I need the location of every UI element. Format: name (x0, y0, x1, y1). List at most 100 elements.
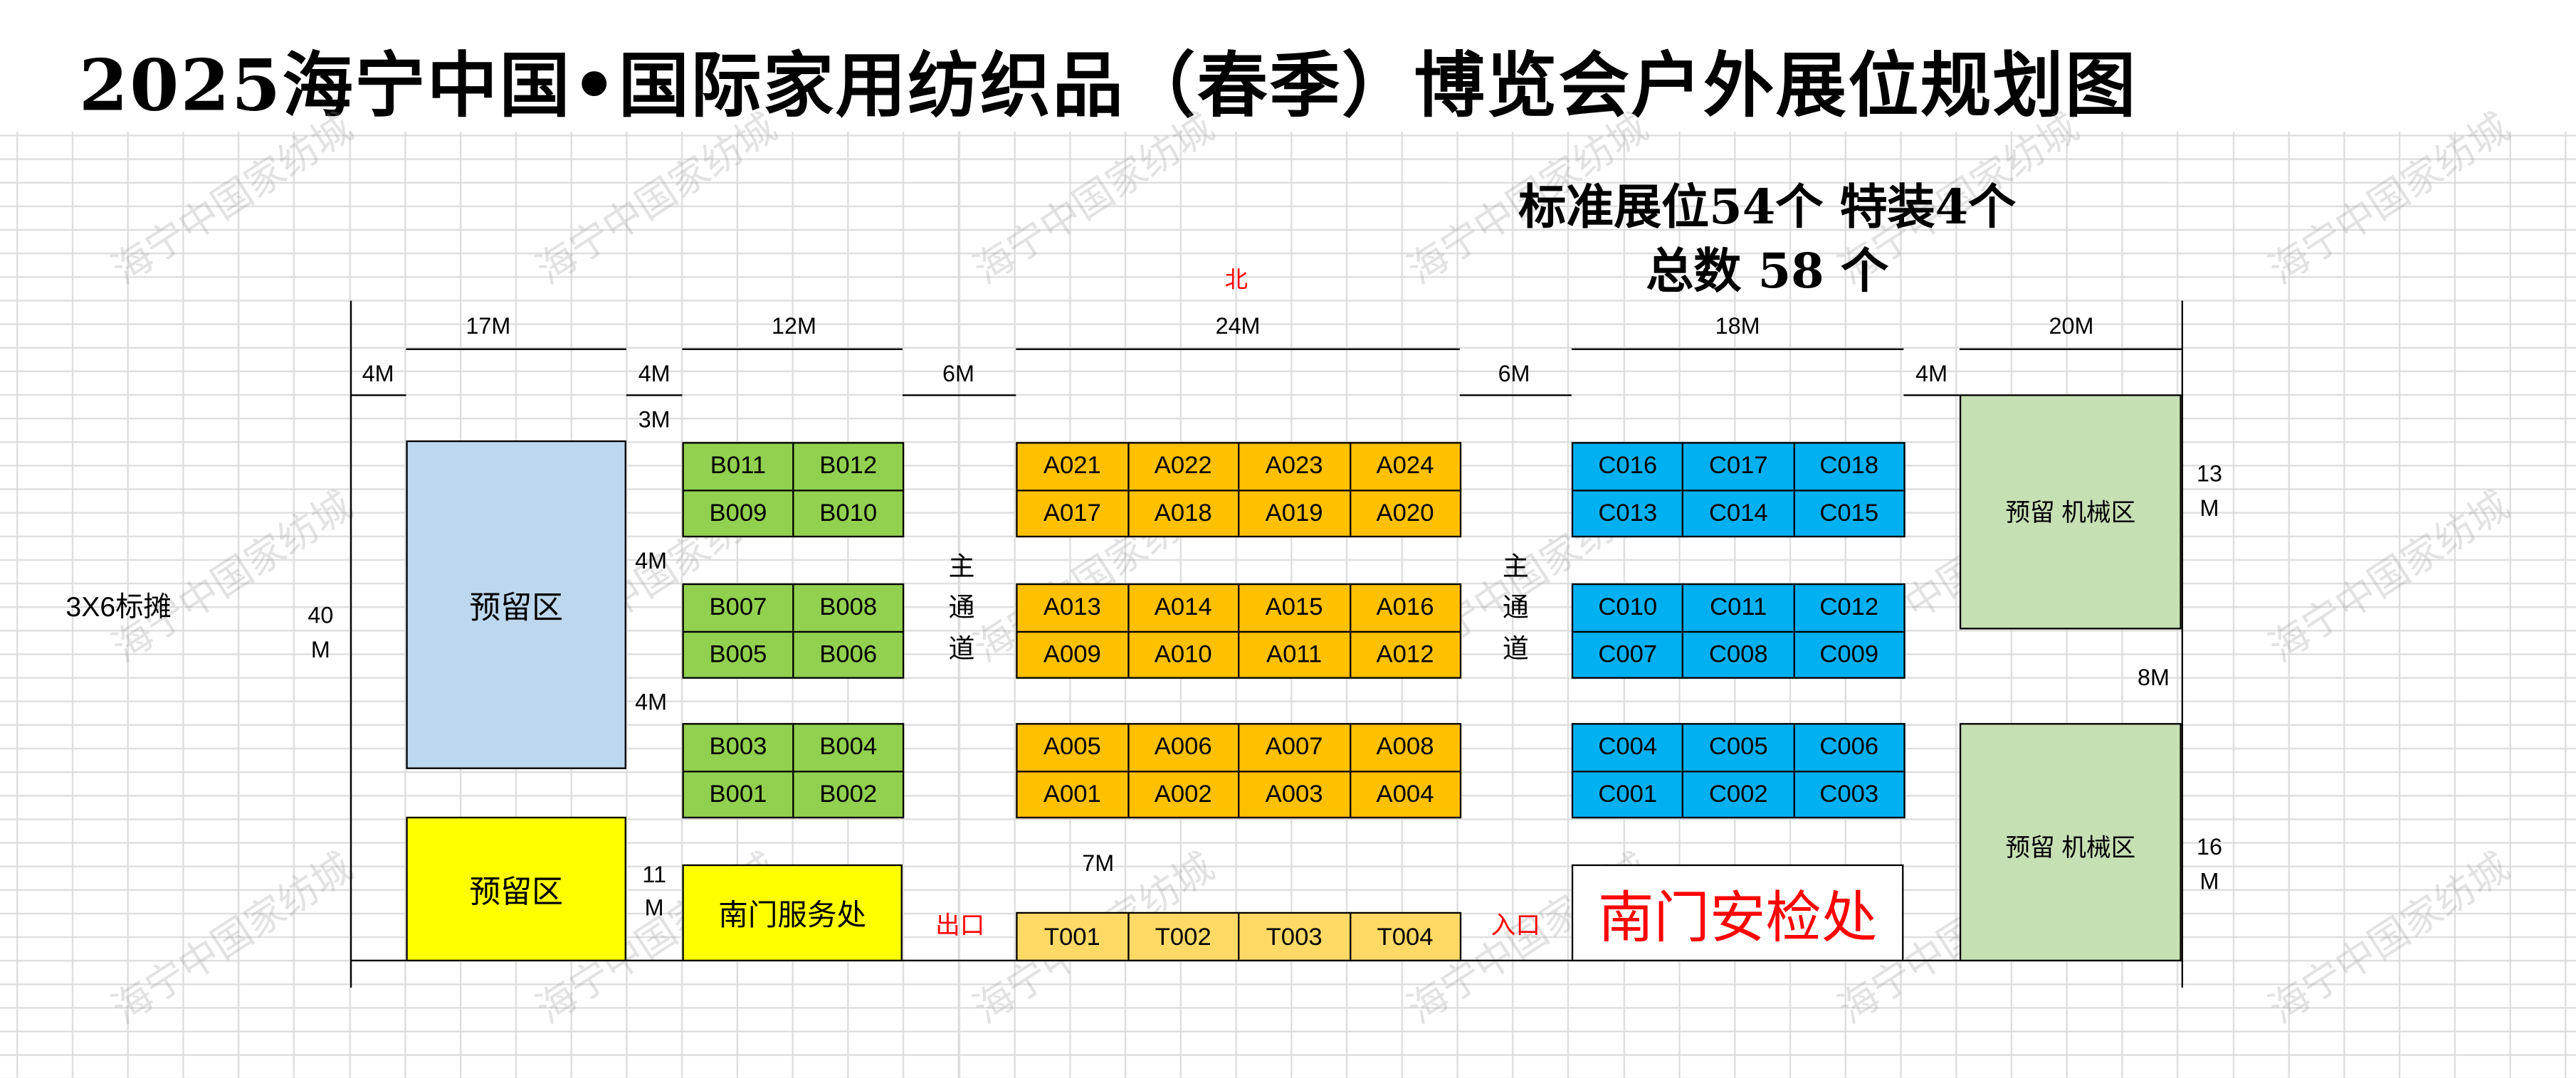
booth-a006[interactable]: A006 (1127, 723, 1240, 772)
exit-label: 出口 (935, 911, 985, 941)
booth-a017[interactable]: A017 (1016, 489, 1129, 538)
booth-c006[interactable]: C006 (1792, 723, 1905, 772)
booth-label: A015 (1265, 593, 1323, 622)
booth-b006[interactable]: B006 (792, 630, 905, 679)
booth-a011[interactable]: A011 (1238, 630, 1351, 679)
booth-a005[interactable]: A005 (1016, 723, 1129, 772)
booth-c011[interactable]: C011 (1682, 583, 1795, 633)
booth-a008[interactable]: A008 (1348, 723, 1462, 772)
booth-a024[interactable]: A024 (1348, 442, 1462, 491)
booth-label: A008 (1376, 733, 1434, 761)
dim-4m: 4M (1915, 359, 1948, 386)
booth-c003[interactable]: C003 (1792, 770, 1905, 819)
booth-b002[interactable]: B002 (792, 770, 905, 819)
south-gate-security[interactable]: 南门安检处 (1571, 864, 1904, 962)
booth-c018[interactable]: C018 (1792, 442, 1905, 491)
page-title: 2025海宁中国•国际家用纺织品（春季）博览会户外展位规划图 (78, 29, 2147, 132)
booth-c002[interactable]: C002 (1682, 770, 1795, 819)
booth-a007[interactable]: A007 (1238, 723, 1351, 772)
booth-label: B003 (709, 733, 767, 761)
booth-b004[interactable]: B004 (792, 723, 905, 772)
booth-b008[interactable]: B008 (792, 583, 905, 633)
left-note: 3X6标摊 (65, 591, 172, 623)
booth-a023[interactable]: A023 (1238, 442, 1351, 491)
frame-right (2181, 300, 2184, 988)
channel-char: 道 (948, 635, 975, 665)
reserved-zone-blue[interactable]: 预留区 (406, 440, 626, 769)
dim-line (406, 348, 626, 350)
booth-c004[interactable]: C004 (1571, 723, 1684, 772)
booth-c005[interactable]: C005 (1682, 723, 1795, 772)
booth-a013[interactable]: A013 (1016, 583, 1129, 633)
booth-label: A016 (1376, 593, 1434, 622)
booth-c014[interactable]: C014 (1682, 489, 1795, 538)
booth-label: B009 (709, 499, 767, 527)
booth-label: B004 (819, 733, 878, 761)
booth-label: A011 (1266, 640, 1323, 669)
dim-24m: 24M (1215, 312, 1261, 339)
booth-a015[interactable]: A015 (1238, 583, 1351, 633)
booth-c017[interactable]: C017 (1682, 442, 1795, 491)
booth-t002[interactable]: T002 (1127, 911, 1240, 962)
main-channel-right: 主 通 道 (1499, 547, 1532, 670)
booth-b005[interactable]: B005 (682, 630, 794, 679)
dim-17m: 17M (466, 312, 511, 339)
booth-b012[interactable]: B012 (792, 442, 905, 491)
booth-label: A007 (1265, 733, 1323, 761)
dim-line (1903, 394, 1960, 396)
dim-40m: 40 (307, 601, 334, 628)
booth-a018[interactable]: A018 (1127, 489, 1240, 538)
dim-13m: 13 (2196, 460, 2222, 487)
booth-a002[interactable]: A002 (1127, 770, 1240, 819)
reserved-zone-yellow[interactable]: 预留区 (406, 816, 626, 962)
booth-c001[interactable]: C001 (1571, 770, 1684, 819)
booth-label: C007 (1598, 640, 1658, 669)
booth-label: A023 (1265, 452, 1323, 480)
booth-label: A018 (1154, 499, 1212, 527)
booth-label: C001 (1598, 780, 1658, 808)
channel-char: 通 (1502, 595, 1529, 623)
booth-b007[interactable]: B007 (682, 583, 794, 633)
booth-a020[interactable]: A020 (1348, 489, 1462, 538)
booth-c007[interactable]: C007 (1571, 630, 1684, 679)
booth-a004[interactable]: A004 (1348, 770, 1462, 819)
booth-label: A017 (1043, 499, 1101, 527)
booth-b010[interactable]: B010 (792, 489, 905, 538)
booth-a021[interactable]: A021 (1016, 442, 1129, 491)
machinery-zone-top[interactable]: 预留 机械区 (1959, 394, 2182, 630)
booth-c016[interactable]: C016 (1571, 442, 1684, 491)
booth-label: C015 (1819, 499, 1879, 527)
watermark: 海宁中国家纺城 (2261, 483, 2518, 672)
dim-line (1571, 348, 1904, 350)
booth-label: T001 (1043, 922, 1100, 951)
booth-a022[interactable]: A022 (1127, 442, 1240, 491)
dim-line (682, 348, 903, 350)
booth-t001[interactable]: T001 (1016, 911, 1129, 962)
machinery-zone-bottom[interactable]: 预留 机械区 (1959, 723, 2182, 962)
booth-a016[interactable]: A016 (1348, 583, 1462, 633)
booth-c009[interactable]: C009 (1792, 630, 1905, 679)
booth-c008[interactable]: C008 (1682, 630, 1795, 679)
booth-a009[interactable]: A009 (1016, 630, 1129, 679)
booth-c013[interactable]: C013 (1571, 489, 1684, 538)
booth-a010[interactable]: A010 (1127, 630, 1240, 679)
booth-b009[interactable]: B009 (682, 489, 794, 538)
booth-t004[interactable]: T004 (1348, 911, 1462, 962)
booth-a001[interactable]: A001 (1016, 770, 1129, 819)
booth-label: B005 (709, 640, 767, 669)
booth-b003[interactable]: B003 (682, 723, 794, 772)
booth-b011[interactable]: B011 (682, 442, 794, 491)
booth-t003[interactable]: T003 (1238, 911, 1351, 962)
south-gate-service-desk[interactable]: 南门服务处 (682, 864, 903, 962)
booth-c010[interactable]: C010 (1571, 583, 1684, 633)
booth-c012[interactable]: C012 (1792, 583, 1905, 633)
booth-a019[interactable]: A019 (1238, 489, 1351, 538)
booth-b001[interactable]: B001 (682, 770, 794, 819)
booth-c015[interactable]: C015 (1792, 489, 1905, 538)
booth-a014[interactable]: A014 (1127, 583, 1240, 633)
dim-40m-unit: M (310, 635, 330, 662)
booth-a003[interactable]: A003 (1238, 770, 1351, 819)
channel-char: 主 (1502, 554, 1529, 582)
booth-a012[interactable]: A012 (1348, 630, 1462, 679)
